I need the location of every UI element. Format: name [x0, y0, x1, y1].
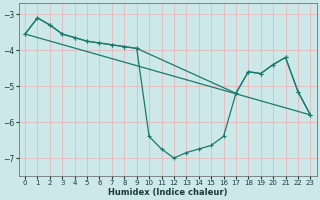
- X-axis label: Humidex (Indice chaleur): Humidex (Indice chaleur): [108, 188, 228, 197]
